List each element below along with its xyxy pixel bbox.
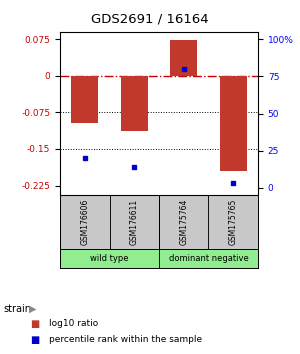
Bar xyxy=(170,40,197,76)
Bar xyxy=(159,195,208,249)
Text: ■: ■ xyxy=(30,319,39,329)
Text: GSM176606: GSM176606 xyxy=(80,199,89,245)
Text: percentile rank within the sample: percentile rank within the sample xyxy=(49,335,202,344)
Text: GSM175765: GSM175765 xyxy=(229,199,238,245)
Text: ■: ■ xyxy=(30,335,39,345)
Text: wild type: wild type xyxy=(90,254,129,263)
Bar xyxy=(110,195,159,249)
Bar xyxy=(60,195,110,249)
Bar xyxy=(60,249,159,268)
Text: GSM176611: GSM176611 xyxy=(130,199,139,245)
Bar xyxy=(220,76,247,171)
Text: GDS2691 / 16164: GDS2691 / 16164 xyxy=(91,12,209,25)
Text: dominant negative: dominant negative xyxy=(169,254,248,263)
Bar xyxy=(159,249,258,268)
Text: GSM175764: GSM175764 xyxy=(179,199,188,245)
Bar xyxy=(208,195,258,249)
Bar xyxy=(121,76,148,131)
Text: log10 ratio: log10 ratio xyxy=(49,319,98,329)
Bar xyxy=(71,76,98,123)
Text: strain: strain xyxy=(3,304,31,314)
Text: ▶: ▶ xyxy=(28,304,36,314)
